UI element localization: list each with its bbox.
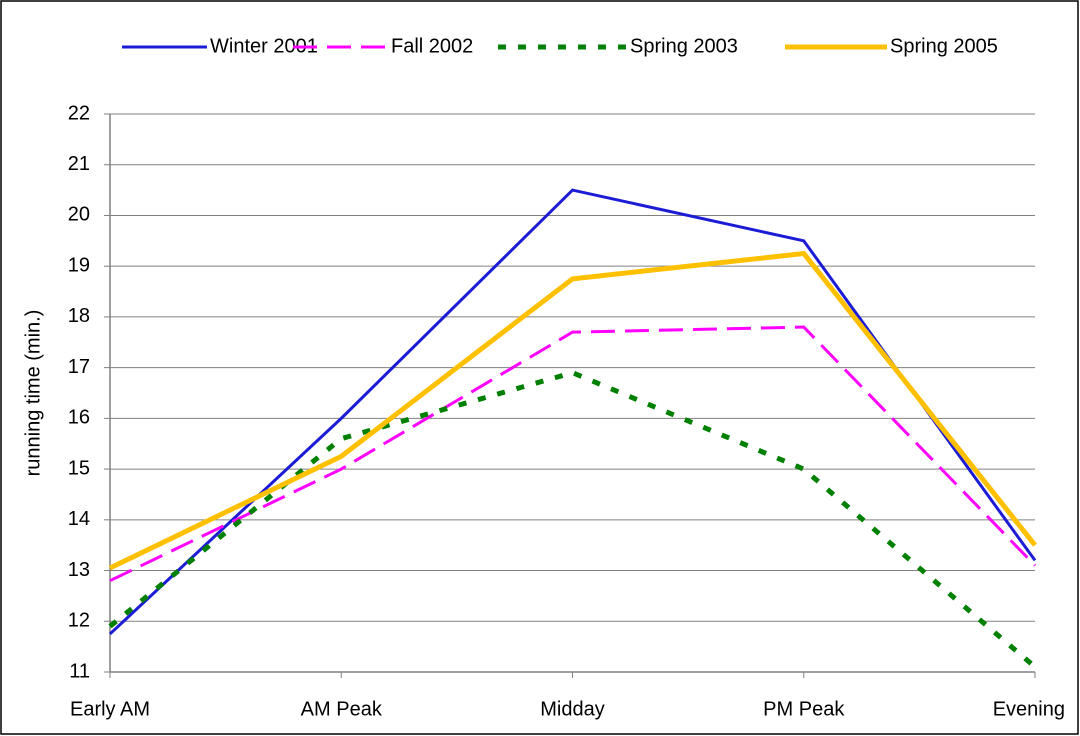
y-tick-label: 17 <box>68 356 90 378</box>
y-tick-label: 21 <box>68 153 90 175</box>
x-tick-label: AM Peak <box>301 698 383 720</box>
x-tick-label: Early AM <box>70 698 150 720</box>
y-tick-label: 16 <box>68 407 90 429</box>
y-tick-label: 20 <box>68 204 90 226</box>
y-axis-label: running time (min.) <box>22 310 44 477</box>
y-tick-label: 18 <box>68 305 90 327</box>
y-tick-label: 13 <box>68 559 90 581</box>
x-tick-label: Midday <box>540 698 604 720</box>
x-tick-label: PM Peak <box>763 698 845 720</box>
y-tick-label: 11 <box>69 660 90 682</box>
legend-label: Fall 2002 <box>391 35 473 57</box>
legend-label: Winter 2001 <box>210 35 318 57</box>
y-tick-label: 22 <box>68 102 90 124</box>
legend-label: Spring 2003 <box>630 35 738 57</box>
series-line <box>109 325 1037 583</box>
y-tick-label: 12 <box>68 610 90 632</box>
y-tick-label: 14 <box>68 508 90 530</box>
y-tick-label: 15 <box>68 457 90 479</box>
series-line <box>108 250 1037 571</box>
x-tick-label: Evening <box>993 698 1065 720</box>
legend-label: Spring 2005 <box>890 35 998 57</box>
y-tick-label: 19 <box>68 254 90 276</box>
